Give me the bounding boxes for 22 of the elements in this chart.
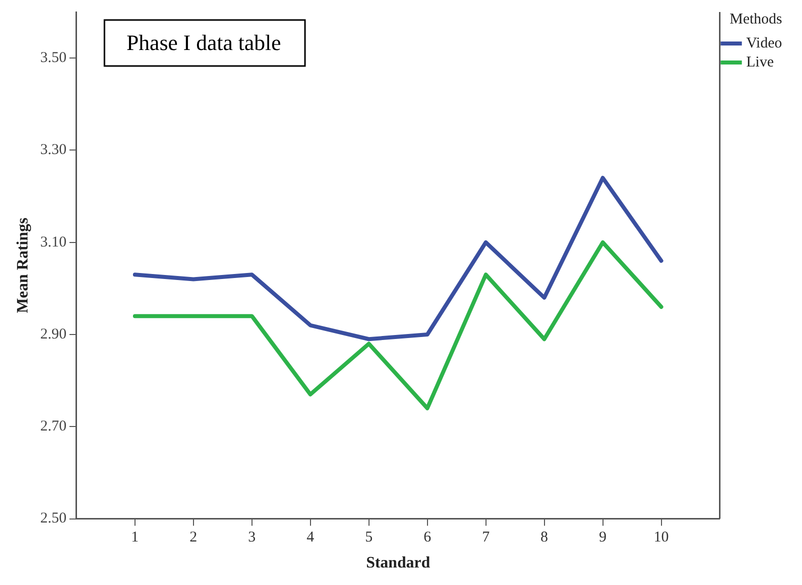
y-axis-title: Mean Ratings bbox=[14, 218, 32, 314]
y-tick-label: 2.50 bbox=[40, 510, 66, 527]
x-tick-label: 5 bbox=[365, 530, 373, 546]
annotation: Phase I data table bbox=[126, 30, 282, 55]
x-tick-label: 3 bbox=[248, 530, 256, 546]
y-tick-label: 3.10 bbox=[40, 234, 66, 250]
x-tick-label: 4 bbox=[306, 530, 315, 546]
y-tick-label: 2.90 bbox=[40, 326, 66, 342]
x-tick-label: 6 bbox=[424, 530, 432, 546]
y-tick-label: 2.70 bbox=[40, 418, 66, 435]
x-axis-title: Standard bbox=[366, 554, 430, 572]
x-tick-label: 7 bbox=[482, 530, 490, 546]
legend-label: Live bbox=[746, 54, 774, 70]
x-tick-label: 10 bbox=[654, 530, 669, 546]
x-tick-label: 1 bbox=[131, 530, 139, 546]
legend-label: Video bbox=[746, 35, 782, 52]
y-tick-label: 3.30 bbox=[40, 142, 66, 158]
x-tick-label: 8 bbox=[540, 530, 548, 546]
x-tick-label: 9 bbox=[599, 530, 607, 546]
y-tick-label: 3.50 bbox=[40, 50, 66, 66]
legend-title: Methods bbox=[730, 11, 782, 28]
x-tick-label: 2 bbox=[190, 530, 198, 546]
